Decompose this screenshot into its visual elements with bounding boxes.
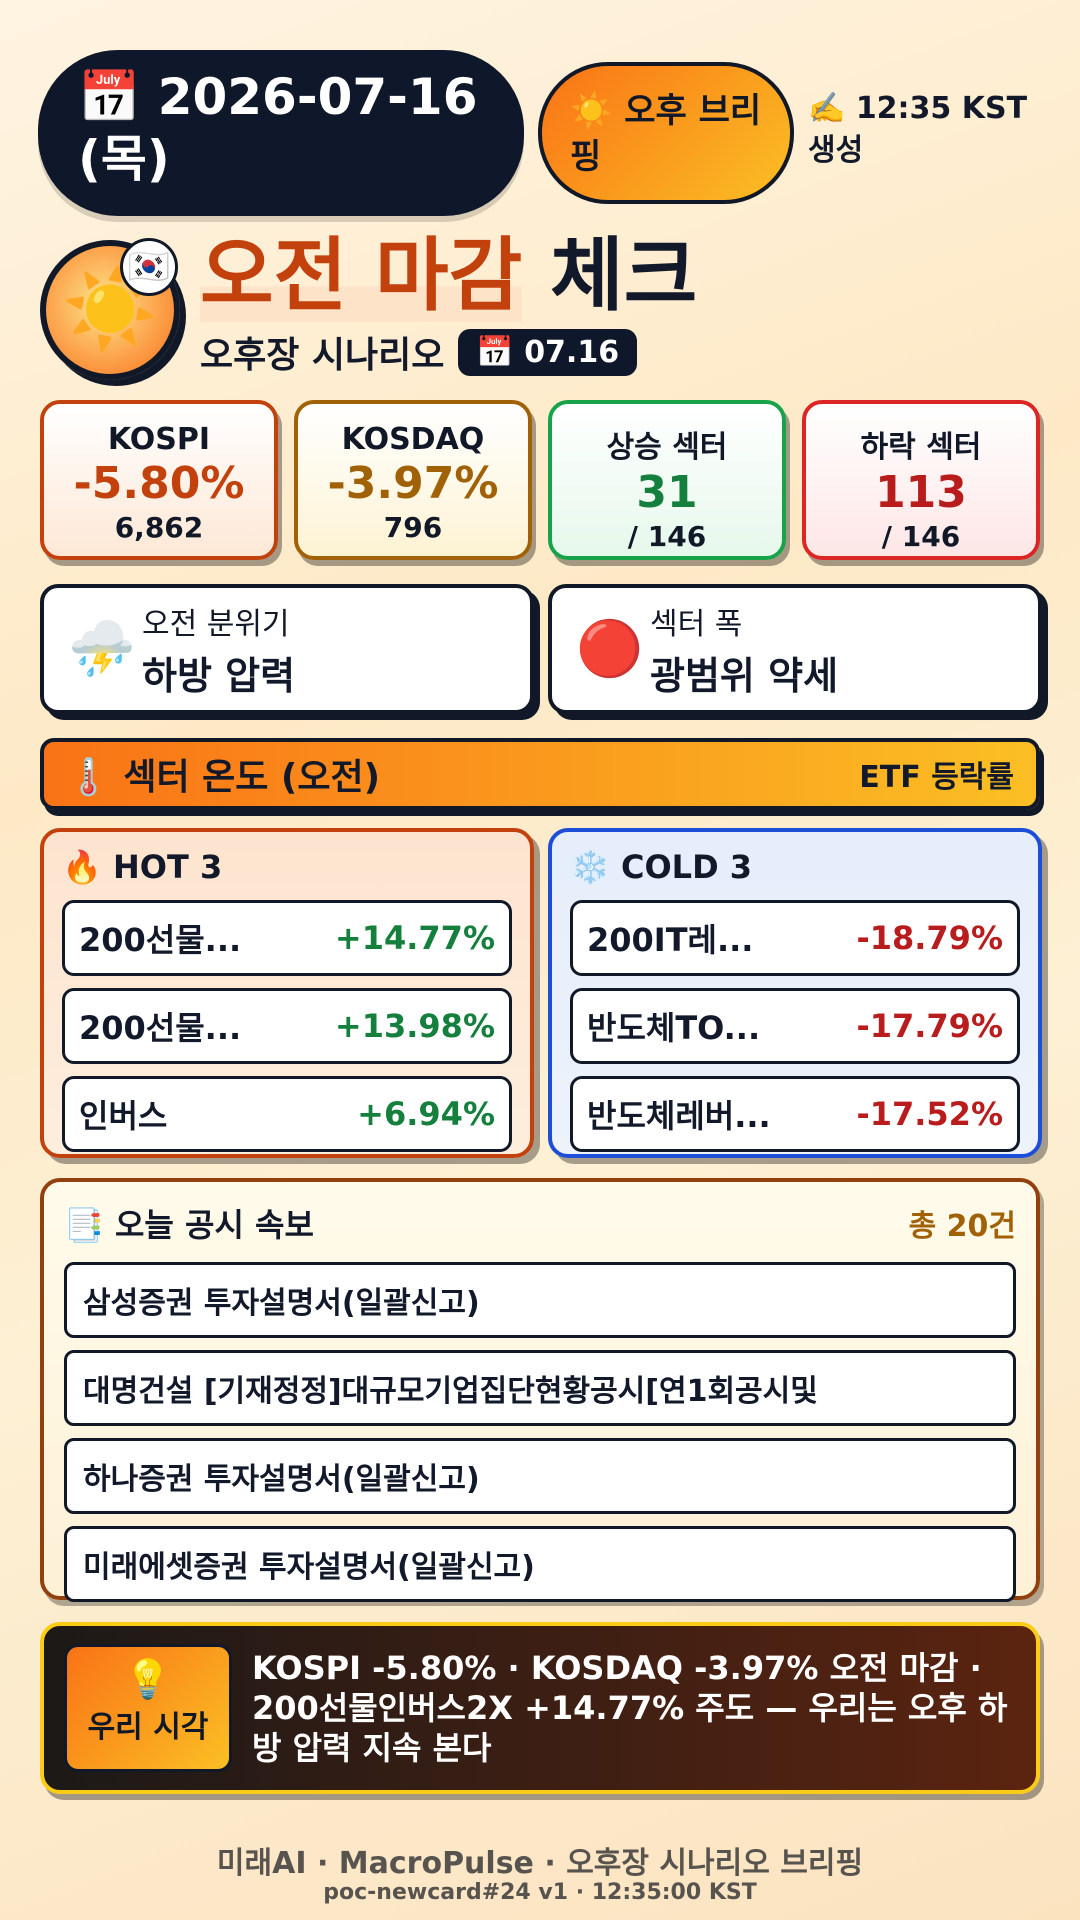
disclosure-item[interactable]: 대명건설 [기재정정]대규모기업집단현황공시[연1회공시및 <box>64 1350 1016 1426</box>
subtitle-row: 오후장 시나리오 📅 07.16 <box>200 326 638 378</box>
mood-value: 하방 압력 <box>142 653 296 698</box>
disclosure-count: 총 20건 <box>908 1209 1016 1244</box>
stat-card-up-sectors: 상승 섹터 31 / 146 <box>548 400 786 560</box>
session-pill: ☀️ 오후 브리핑 <box>538 62 794 204</box>
our-view-label: 우리 시각 <box>87 1710 209 1745</box>
storm-icon: ⛈️ <box>68 617 136 680</box>
stat-value: -3.97% <box>327 458 499 509</box>
generated-time: ✍️ 12:35 KST 생성 <box>808 88 1058 172</box>
list-item: 200선물... +13.98% <box>62 988 512 1064</box>
list-item: 200선물... +14.77% <box>62 900 512 976</box>
generated-label: 12:35 KST 생성 <box>808 91 1028 168</box>
cold-header: ❄️ COLD 3 <box>570 848 753 886</box>
list-item: 반도체레버... -17.52% <box>570 1076 1020 1152</box>
disclosure-card: 📑 오늘 공시 속보 총 20건 삼성증권 투자설명서(일괄신고) 대명건설 [… <box>40 1178 1040 1602</box>
sun-icon: ☀️ <box>570 91 613 131</box>
writing-hand-icon: ✍️ <box>808 91 846 126</box>
cold-sectors-card: ❄️ COLD 3 200IT레... -18.79% 반도체TO... -17… <box>548 828 1042 1158</box>
stat-label: KOSPI <box>107 422 211 457</box>
stat-label: KOSDAQ <box>341 422 485 457</box>
stat-sub: 6,862 <box>114 511 204 544</box>
stat-card-kospi: KOSPI -5.80% 6,862 <box>40 400 278 560</box>
disclosure-item[interactable]: 하나증권 투자설명서(일괄신고) <box>64 1438 1016 1514</box>
date-chip: 📅 07.16 <box>458 328 638 376</box>
subtitle: 오후장 시나리오 <box>200 335 445 376</box>
stat-value: 113 <box>875 467 967 518</box>
date-pill: 📅 2026-07-16 (목) <box>38 50 524 216</box>
red-circle-icon: 🔴 <box>576 617 644 680</box>
mood-label: 섹터 폭 <box>650 606 743 642</box>
sector-temperature-title: 🌡️ 섹터 온도 (오전) <box>66 757 381 798</box>
our-view-text: KOSPI -5.80% · KOSDAQ -3.97% 오전 마감 · 200… <box>252 1649 1008 1767</box>
footer-meta: poc-newcard#24 v1 · 12:35:00 KST <box>323 1880 757 1905</box>
list-item: 200IT레... -18.79% <box>570 900 1020 976</box>
disclosure-item[interactable]: 미래에셋증권 투자설명서(일괄신고) <box>64 1526 1016 1602</box>
headline-highlight: 오전 마감 <box>200 229 523 322</box>
mood-value: 광범위 약세 <box>650 653 839 698</box>
stat-value: 31 <box>636 467 698 518</box>
stat-sub: / 146 <box>627 520 707 553</box>
list-item: 반도체TO... -17.79% <box>570 988 1020 1064</box>
our-view-card: 💡 우리 시각 KOSPI -5.80% · KOSDAQ -3.97% 오전 … <box>40 1622 1040 1794</box>
stat-sub: 796 <box>383 511 443 544</box>
footer-brand: 미래AI · MacroPulse · 오후장 시나리오 브리핑 <box>216 1846 864 1881</box>
session-label: 오후 브리핑 <box>570 91 762 177</box>
stat-label: 하락 섹터 <box>860 430 982 465</box>
lightbulb-icon: 💡 <box>124 1657 172 1701</box>
calendar-icon: 📅 <box>78 68 141 126</box>
hot-header: 🔥 HOT 3 <box>62 848 223 886</box>
hot-sectors-card: 🔥 HOT 3 200선물... +14.77% 200선물... +13.98… <box>40 828 534 1158</box>
list-item: 인버스 +6.94% <box>62 1076 512 1152</box>
page-title: 오전 마감 체크 <box>200 226 697 326</box>
etf-label: ETF 등락률 <box>859 760 1014 795</box>
stat-value: -5.80% <box>73 458 245 509</box>
fire-icon: 🔥 <box>62 848 102 886</box>
document-icon: 📑 <box>64 1206 104 1244</box>
stat-label: 상승 섹터 <box>606 430 728 465</box>
calendar-icon: 📅 <box>476 334 514 370</box>
thermometer-icon: 🌡️ <box>66 757 111 798</box>
mood-label: 오전 분위기 <box>142 606 290 642</box>
stat-sub: / 146 <box>881 520 961 553</box>
mood-card-morning: ⛈️ 오전 분위기 하방 압력 <box>40 584 534 714</box>
disclosure-header: 📑 오늘 공시 속보 총 20건 <box>64 1200 1016 1246</box>
korea-flag-icon: 🇰🇷 <box>120 238 178 296</box>
mood-card-breadth: 🔴 섹터 폭 광범위 약세 <box>548 584 1042 714</box>
stat-card-down-sectors: 하락 섹터 113 / 146 <box>802 400 1040 560</box>
our-view-badge: 💡 우리 시각 <box>64 1644 232 1772</box>
disclosure-title: 📑 오늘 공시 속보 <box>64 1206 314 1244</box>
sector-temperature-bar: 🌡️ 섹터 온도 (오전) ETF 등락률 <box>40 738 1040 810</box>
headline-rest: 체크 <box>550 229 698 322</box>
disclosure-item[interactable]: 삼성증권 투자설명서(일괄신고) <box>64 1262 1016 1338</box>
date-text: 2026-07-16 (목) <box>78 68 478 188</box>
snowflake-icon: ❄️ <box>570 848 610 886</box>
stat-card-kosdaq: KOSDAQ -3.97% 796 <box>294 400 532 560</box>
date-chip-text: 07.16 <box>524 334 620 370</box>
